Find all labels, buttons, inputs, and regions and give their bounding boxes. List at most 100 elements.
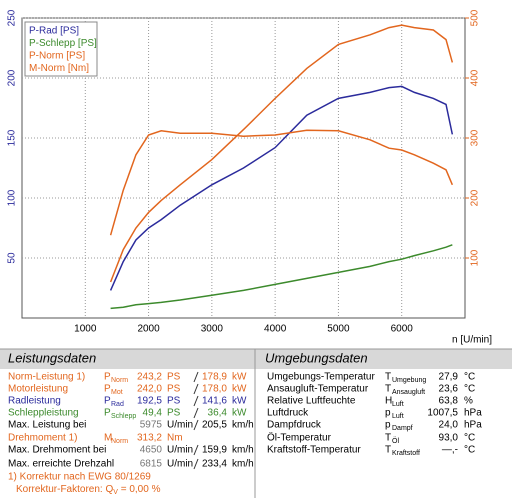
row-label: Relative Luftfeuchte — [267, 396, 356, 407]
symbol-sub: Dampf — [392, 425, 413, 432]
y2-tick-label: 400 — [470, 69, 481, 86]
series-line — [109, 129, 454, 236]
value: 6815 — [140, 459, 163, 470]
symbol: p — [385, 420, 391, 431]
y-tick-label: 200 — [7, 69, 18, 86]
symbol: T — [385, 445, 391, 456]
row-label: Umgebungs-Temperatur — [267, 372, 375, 383]
symbol: M — [104, 433, 112, 444]
symbol-sub: Öl — [392, 437, 399, 445]
unit: PS — [167, 372, 181, 383]
unit: °C — [464, 445, 475, 456]
legend-entry: P-Norm [PS] — [29, 51, 85, 62]
unit: PS — [167, 396, 181, 407]
value: 27,9 — [439, 372, 459, 383]
value: 1007,5 — [427, 408, 458, 419]
separator — [193, 383, 199, 395]
row-label: Max. Drehmoment bei — [8, 445, 106, 456]
unit2: kW — [232, 384, 247, 395]
value: 313,2 — [137, 433, 162, 444]
x-tick-label: 4000 — [264, 324, 287, 335]
value: —,- — [442, 445, 458, 456]
y-tick-label: 50 — [7, 252, 18, 264]
separator — [193, 371, 199, 383]
symbol-sub: Umgebung — [392, 377, 426, 384]
value2: 36,4 — [208, 408, 228, 419]
y-tick-label: 150 — [7, 129, 18, 146]
value: 93,0 — [439, 433, 459, 444]
row-label: Öl-Temperatur — [267, 432, 332, 444]
symbol-sub: Mot — [111, 389, 123, 396]
symbol-sub: Kraftstoff — [392, 450, 420, 457]
correction-label: Korrektur-Faktoren: Q — [16, 484, 113, 495]
value: 23,6 — [439, 384, 459, 395]
row-label: Max. Leistung bei — [8, 420, 86, 431]
unit2: kW — [232, 396, 247, 407]
unit: PS — [167, 384, 181, 395]
symbol: P — [104, 408, 111, 419]
series-line — [109, 24, 454, 283]
value: 192,5 — [137, 396, 162, 407]
value2: 205,5 — [202, 420, 227, 431]
symbol: P — [104, 372, 111, 383]
row-label: Norm-Leistung 1) — [8, 372, 85, 383]
x-tick-label: 5000 — [327, 324, 350, 335]
separator — [193, 444, 199, 456]
value2: 233,4 — [202, 459, 227, 470]
row-label: Schleppleistung — [8, 408, 79, 419]
unit2: km/h — [232, 459, 254, 470]
value2: 141,6 — [202, 396, 227, 407]
table-title: Umgebungsdaten — [265, 350, 368, 365]
y2-tick-label: 200 — [470, 189, 481, 206]
unit2: km/h — [232, 420, 254, 431]
separator — [193, 395, 199, 407]
x-tick-label: 3000 — [201, 324, 224, 335]
x-tick-label: 2000 — [137, 324, 160, 335]
unit: PS — [167, 408, 181, 419]
row-label: Max. erreichte Drehzahl — [8, 459, 114, 470]
correction-sub: V — [113, 489, 118, 496]
symbol: H — [385, 396, 392, 407]
y2-tick-label: 300 — [470, 129, 481, 146]
row-label: Motorleistung — [8, 384, 68, 395]
row-label: Ansaugluft-Temperatur — [267, 384, 369, 395]
unit: Nm — [167, 433, 183, 444]
symbol-sub: Ansaugluft — [392, 389, 425, 396]
unit: U/min — [167, 459, 193, 470]
symbol: p — [385, 408, 391, 419]
unit2: kW — [232, 408, 247, 419]
unit: U/min — [167, 420, 193, 431]
symbol: T — [385, 372, 391, 383]
legend-entry: M-Norm [Nm] — [29, 63, 89, 74]
footnote: 1) Korrektur nach EWG 80/1269 — [8, 472, 151, 483]
unit: °C — [464, 433, 475, 444]
y2-tick-label: 100 — [470, 249, 481, 266]
row-label: Radleistung — [8, 396, 61, 407]
symbol-sub: Norm — [111, 377, 128, 384]
value: 243,2 — [137, 372, 162, 383]
unit: °C — [464, 372, 475, 383]
separator — [193, 458, 199, 470]
legend-entry: P-Rad [PS] — [29, 26, 79, 37]
y-tick-label: 250 — [7, 9, 18, 26]
value: 49,4 — [143, 408, 163, 419]
symbol-sub: Schlepp — [111, 413, 136, 420]
series-line — [110, 244, 453, 310]
value: 4650 — [140, 445, 163, 456]
value: 5975 — [140, 420, 163, 431]
symbol: T — [385, 384, 391, 395]
x-tick-label: 6000 — [391, 324, 414, 335]
symbol: T — [385, 433, 391, 444]
symbol-sub: Rad — [111, 401, 124, 408]
unit: U/min — [167, 445, 193, 456]
legend-entry: P-Schlepp [PS] — [29, 38, 97, 49]
x-tick-label: 1000 — [74, 324, 97, 335]
x-axis-label: n [U/min] — [452, 335, 492, 346]
table-title: Leistungsdaten — [8, 350, 96, 365]
y-tick-label: 100 — [7, 189, 18, 206]
row-label: Luftdruck — [267, 408, 309, 419]
separator — [193, 419, 199, 431]
unit: hPa — [464, 408, 482, 419]
value: 63,8 — [439, 396, 459, 407]
